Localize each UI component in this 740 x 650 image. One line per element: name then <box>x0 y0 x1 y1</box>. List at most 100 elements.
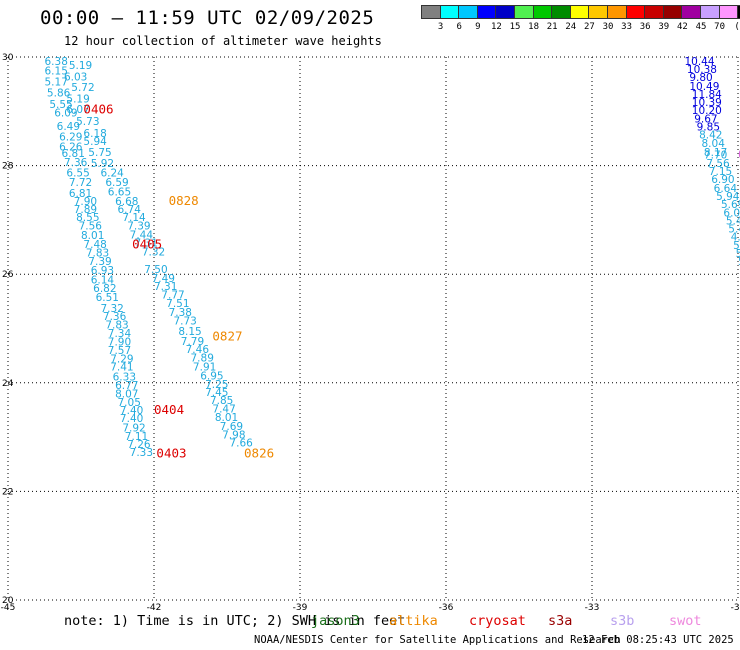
wave-height-value: 7.46 <box>186 344 210 356</box>
pass-time-label: 0403 <box>156 445 186 460</box>
wave-height-value: 8.01 <box>81 230 104 242</box>
color-scale-cell <box>662 5 682 19</box>
wave-height-value: 7.32 <box>142 246 165 258</box>
wave-height-value: 7.33 <box>130 447 153 459</box>
color-scale-label: 36 <box>639 22 651 32</box>
color-scale-cell <box>718 5 738 19</box>
wave-height-value: 9.67 <box>694 113 717 125</box>
page-subtitle: 12 hour collection of altimeter wave hei… <box>64 34 382 48</box>
wave-height-value: 6.90 <box>711 174 734 186</box>
wave-height-value: 5.72 <box>71 82 94 94</box>
wave-height-value: 7.15 <box>709 166 732 178</box>
wave-height-value: 5. <box>733 240 740 252</box>
wave-height-value: 6.18 <box>83 128 106 140</box>
wave-height-value: 7.83 <box>86 247 109 259</box>
wave-height-value: 7.85 <box>210 395 233 407</box>
wave-height-value: 7.29 <box>110 353 133 365</box>
wave-height-value: 6.64 <box>714 183 738 195</box>
wave-height-value: 6.77 <box>115 380 138 392</box>
wave-height-value: 7.41 <box>110 362 133 374</box>
wave-height-value: 6.07 <box>66 104 89 116</box>
wave-height-value: 7.70 <box>704 150 727 162</box>
legend-item-s3b: s3b <box>610 613 635 629</box>
color-scale-label: 24 <box>565 22 577 32</box>
color-scale-label: 6 <box>456 22 462 32</box>
wave-height-value: 6.33 <box>113 371 136 383</box>
color-scale-cell <box>439 5 459 19</box>
wave-height-value: 7.57 <box>108 345 131 357</box>
legend-item-cryosat: cryosat <box>469 613 526 629</box>
wave-height-value: 8.42 <box>699 130 722 142</box>
wave-height-value: 7.91 <box>193 362 216 374</box>
color-scale-cell <box>458 5 477 19</box>
wave-height-value: 6.26 <box>59 142 83 154</box>
wave-height-value: 6.95 <box>200 371 223 383</box>
generated-timestamp: 12 Feb 08:25:43 UTC 2025 <box>582 634 734 646</box>
wave-height-value: 7.51 <box>166 298 189 310</box>
pass-time-label: 0826 <box>244 445 274 460</box>
wave-height-value: 6.38 <box>45 56 68 68</box>
wave-height-value: 7.31 <box>135 238 158 250</box>
color-scale-label: 39 <box>658 22 670 32</box>
wave-height-value: 7.98 <box>222 429 245 441</box>
wave-height-value: 7.50 <box>144 264 167 276</box>
wave-height-value: 8.17 <box>704 147 727 159</box>
y-tick-label: 28 <box>2 162 14 172</box>
wave-height-value: 8.07 <box>115 389 138 401</box>
color-scale-label: 21 <box>546 22 558 32</box>
wave-height-value: 6.03 <box>64 72 87 84</box>
pass-time-label: 0 <box>738 147 740 162</box>
y-tick-label: 22 <box>2 487 13 497</box>
color-scale-label: 18 <box>528 22 540 32</box>
wave-height-value: 7.66 <box>229 438 253 450</box>
wave-height-value: 7.45 <box>205 387 228 399</box>
pass-time-label: 0404 <box>154 402 184 417</box>
wave-height-value: 7.69 <box>220 421 243 433</box>
pass-time-label: 0406 <box>83 102 113 117</box>
wave-height-value: 7.14 <box>122 212 146 224</box>
wave-height-value: 7.90 <box>108 337 131 349</box>
color-scale-cell <box>699 5 719 19</box>
color-scale-cell <box>421 5 440 19</box>
wave-height-value: 5.92 <box>91 158 114 170</box>
page-title: 00:00 – 11:59 UTC 02/09/2025 <box>40 7 375 29</box>
wave-height-value: 7.48 <box>83 239 106 251</box>
wave-height-value: 5.19 <box>66 93 89 105</box>
color-scale-label: 33 <box>621 22 633 32</box>
wave-height-value: 7.39 <box>127 220 150 232</box>
wave-height-value: 7.40 <box>120 405 143 417</box>
wave-height-value: 7.25 <box>205 379 228 391</box>
y-tick-label: 30 <box>2 53 14 63</box>
wave-height-value: 5.86 <box>47 87 71 99</box>
wave-height-value: 7.47 <box>212 403 235 415</box>
wave-height-value: 5.17 <box>45 76 68 88</box>
wave-height-value: 7.56 <box>706 158 730 170</box>
color-scale-cell <box>644 5 663 19</box>
wave-height-value: 6.81 <box>69 188 92 200</box>
wave-height-value: 7.89 <box>191 352 214 364</box>
x-tick-label: -30 <box>731 603 740 613</box>
wave-height-value: 5.55 <box>49 99 72 111</box>
wave-height-value: 7.49 <box>152 273 175 285</box>
wave-height-value: 5.4 <box>728 224 740 236</box>
color-scale-label: 30 <box>602 22 614 32</box>
x-tick-label: -45 <box>1 603 16 613</box>
wave-height-value: 7.32 <box>100 303 123 315</box>
pass-time-label: 0405 <box>132 236 162 251</box>
wave-height-value: 6.74 <box>118 204 142 216</box>
wave-height-value: 6.09 <box>54 107 77 119</box>
footer-note: note: 1) Time is in UTC; 2) SWH is in fe… <box>64 613 406 629</box>
y-tick-label: 24 <box>2 379 14 389</box>
wave-height-value: 10.38 <box>687 64 717 76</box>
color-scale-cell <box>551 5 570 19</box>
wave-height-value: 9.85 <box>697 122 720 134</box>
wave-height-value: 5.69 <box>721 199 740 211</box>
wave-height-value: 6.81 <box>62 148 85 160</box>
legend-item-jason3: jason3 <box>311 613 360 629</box>
color-scale-bar <box>421 5 740 19</box>
color-scale-label: 9 <box>475 22 481 32</box>
wave-height-value: 7.36 <box>103 311 127 323</box>
wave-height-value: 7.73 <box>173 315 196 327</box>
wave-height-value: 5.94 <box>83 136 107 148</box>
